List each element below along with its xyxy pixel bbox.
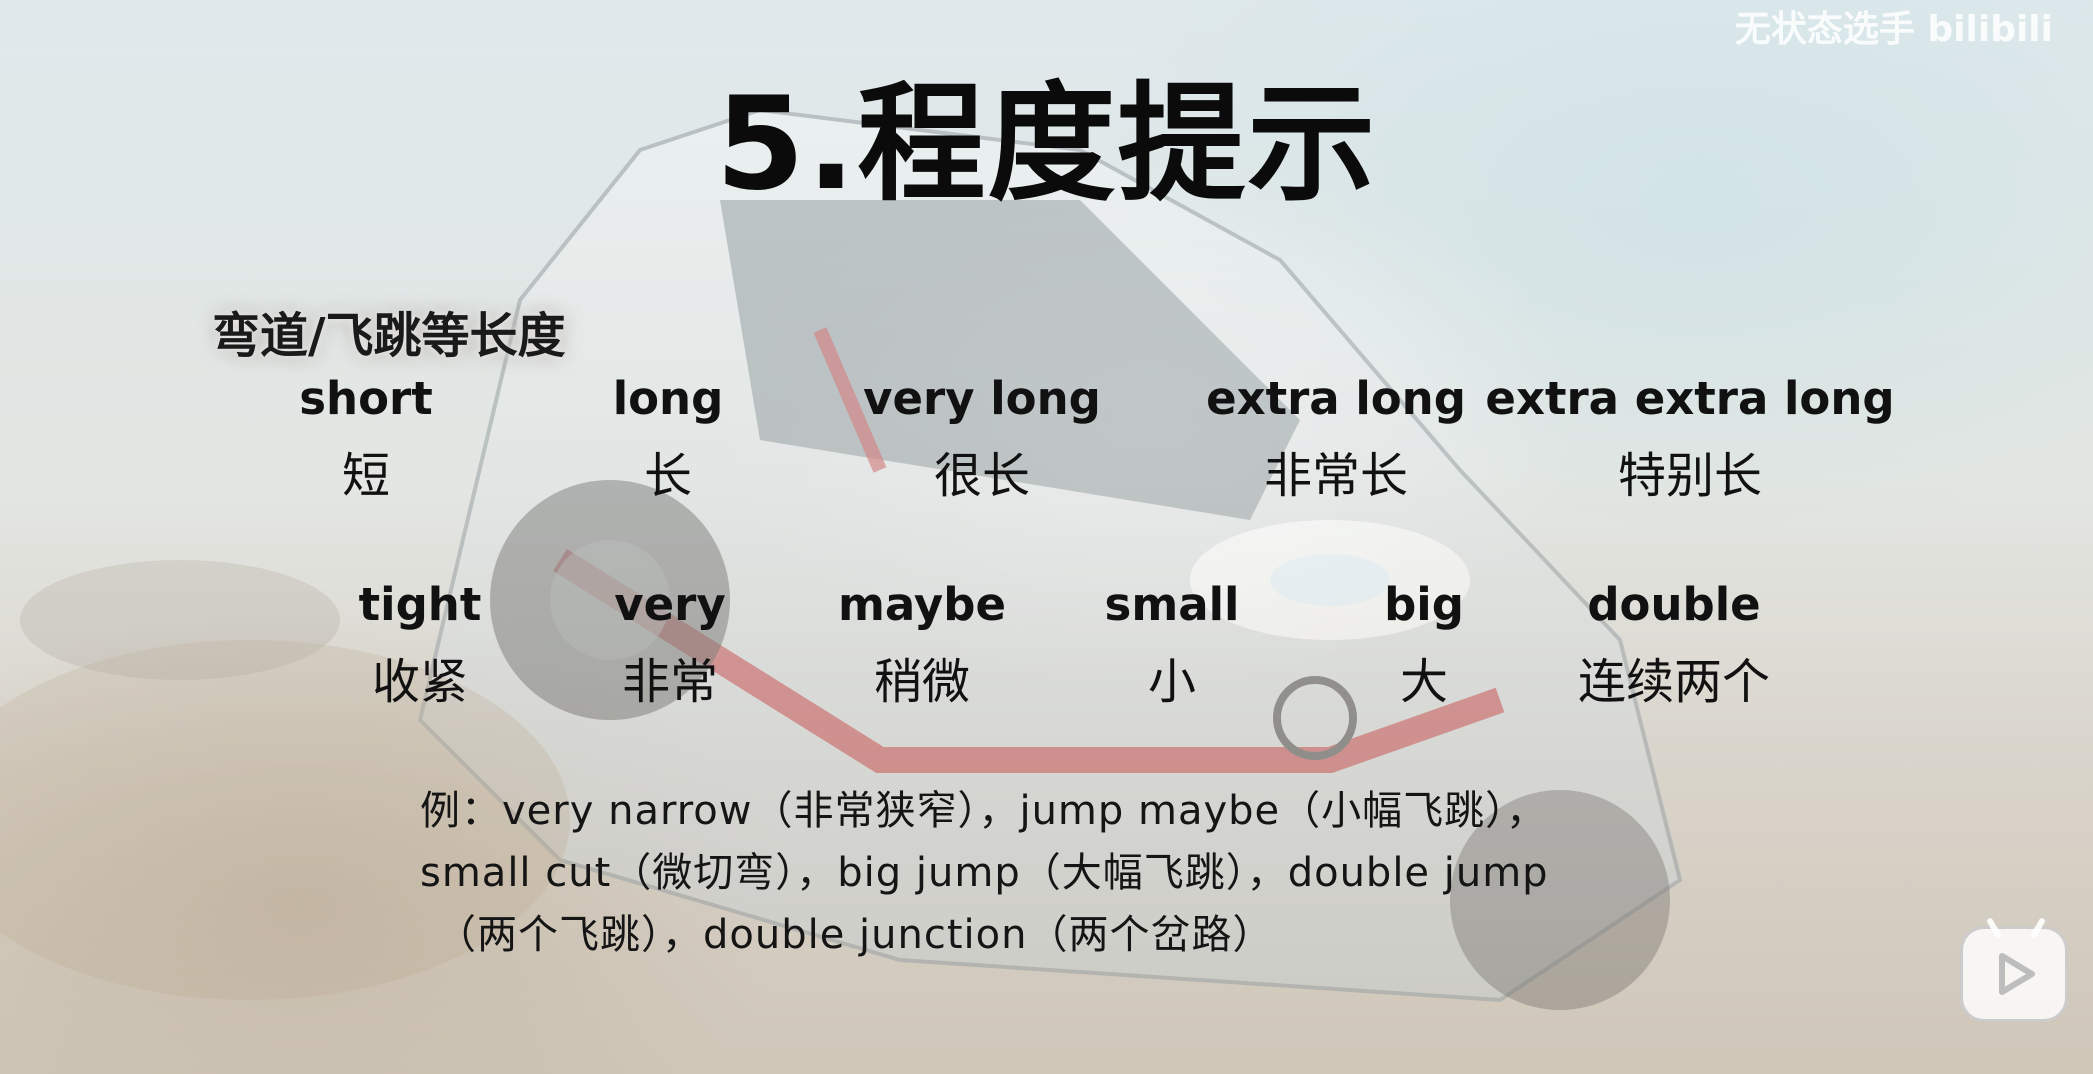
slide-title: 5.程度提示 <box>715 70 1378 219</box>
modifier-term-en: tight <box>358 578 482 631</box>
floating-play-button[interactable] <box>1960 916 2068 1022</box>
example-line: 例：very narrow（非常狭窄），jump maybe（小幅飞跳）， <box>420 788 1548 834</box>
modifier-term-zh: 连续两个 <box>1577 654 1771 710</box>
modifier-term-zh: 稍微 <box>873 654 971 710</box>
length-term-en: extra extra long <box>1485 372 1895 425</box>
section-subheading: 弯道/飞跳等长度 <box>212 308 566 364</box>
length-term-en: extra long <box>1206 372 1466 425</box>
length-term-en: short <box>299 372 433 425</box>
length-term-zh: 很长 <box>933 448 1031 504</box>
length-term-zh: 特别长 <box>1617 448 1763 504</box>
modifier-term-zh: 小 <box>1147 654 1197 710</box>
length-term-en: very long <box>863 372 1101 425</box>
length-term-zh: 长 <box>643 448 693 504</box>
modifier-term-en: big <box>1384 578 1464 631</box>
length-term-zh: 非常长 <box>1263 448 1409 504</box>
modifier-term-en: double <box>1587 578 1761 631</box>
modifier-term-zh: 收紧 <box>371 654 469 710</box>
modifier-term-en: very <box>614 578 726 631</box>
modifier-term-en: maybe <box>838 578 1006 631</box>
modifier-term-en: small <box>1104 578 1240 631</box>
modifier-term-zh: 大 <box>1399 654 1449 710</box>
play-icon <box>1999 953 2035 995</box>
length-term-en: long <box>612 372 724 425</box>
modifier-term-zh: 非常 <box>621 654 719 710</box>
example-line: small cut（微切弯），big jump（大幅飞跳），double jum… <box>420 850 1549 896</box>
example-line: （两个飞跳），double junction（两个岔路） <box>436 912 1274 958</box>
length-term-zh: 短 <box>341 448 391 504</box>
watermark: 无状态选手 bilibili <box>1734 9 2053 50</box>
